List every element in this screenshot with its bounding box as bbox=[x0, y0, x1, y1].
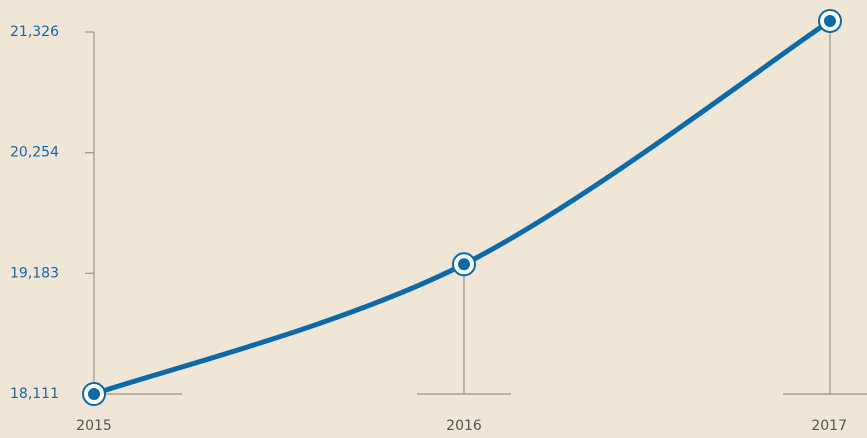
y-tick-label: 21,326 bbox=[10, 24, 59, 40]
y-tick-label: 20,254 bbox=[10, 145, 59, 161]
x-tick-label: 2017 bbox=[811, 418, 847, 434]
y-tick-label: 18,111 bbox=[10, 386, 59, 402]
marker bbox=[458, 258, 470, 271]
x-tick-label: 2016 bbox=[446, 418, 482, 434]
x-tick-label: 2015 bbox=[76, 418, 112, 434]
marker bbox=[88, 388, 100, 400]
marker bbox=[824, 14, 836, 27]
line bbox=[91, 18, 833, 397]
y-tick-label: 19,183 bbox=[10, 265, 59, 281]
